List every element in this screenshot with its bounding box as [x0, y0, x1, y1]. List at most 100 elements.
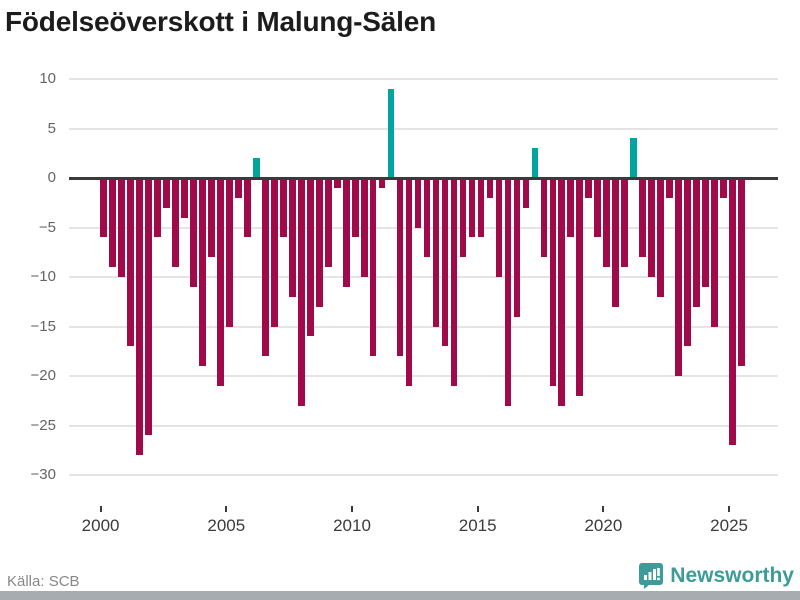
x-tick: [476, 506, 479, 512]
gridline: [69, 78, 778, 80]
bar: [504, 178, 512, 406]
bar: [225, 178, 233, 327]
bar: [450, 178, 458, 386]
bar: [648, 178, 656, 277]
bar: [117, 178, 125, 277]
bar: [558, 178, 566, 406]
bar: [135, 178, 143, 456]
bar: [387, 88, 395, 178]
bar: [324, 178, 332, 268]
bar: [288, 178, 296, 297]
bar: [729, 178, 737, 446]
bar: [315, 178, 323, 307]
y-tick-label: −25: [30, 416, 56, 434]
bar: [531, 148, 539, 178]
bar: [495, 178, 503, 277]
gridline: [69, 474, 778, 476]
bar: [198, 178, 206, 367]
y-tick-label: −5: [38, 218, 56, 236]
bar: [702, 178, 710, 287]
gridline: [69, 226, 778, 229]
x-tick: [602, 506, 605, 512]
bar: [126, 178, 134, 347]
bar: [378, 178, 386, 188]
y-tick-label: −15: [30, 317, 56, 335]
bar: [234, 178, 242, 198]
gridline: [69, 276, 778, 278]
bar: [441, 178, 449, 347]
bar: [693, 178, 701, 307]
bar: [738, 178, 746, 367]
bar: [567, 178, 575, 238]
bar: [414, 178, 422, 228]
bar: [477, 178, 485, 238]
bar: [180, 178, 188, 218]
bar: [162, 178, 170, 208]
bar: [297, 178, 305, 406]
y-tick-label: 0: [47, 169, 56, 186]
bar: [306, 178, 314, 337]
x-tick-label: 2000: [81, 516, 120, 535]
bar: [540, 178, 548, 258]
bar: [216, 178, 224, 386]
bar: [261, 178, 269, 357]
x-tick-label: 2015: [458, 516, 497, 535]
bar: [369, 178, 377, 357]
gridline: [69, 127, 778, 130]
x-tick-label: 2025: [710, 516, 749, 535]
bar: [549, 178, 557, 386]
source-caption: Källa: SCB: [7, 573, 80, 590]
newsworthy-logo-icon: [639, 563, 664, 589]
bar: [585, 178, 593, 198]
gridline: [69, 375, 778, 377]
bar: [684, 178, 692, 347]
bar: [270, 178, 278, 327]
bar: [459, 178, 467, 258]
bar: [153, 178, 161, 238]
bar: [243, 178, 251, 238]
y-tick-label: −30: [30, 466, 56, 483]
bar: [612, 178, 620, 307]
bar: [468, 178, 476, 238]
x-tick: [728, 506, 731, 512]
bar: [342, 178, 350, 287]
bar: [711, 178, 719, 327]
bar: [666, 178, 674, 198]
bar: [576, 178, 584, 396]
bar: [333, 178, 341, 188]
y-tick-label: −20: [30, 367, 56, 384]
bar: [522, 178, 530, 208]
bottom-strip: [0, 591, 800, 600]
bar: [621, 178, 629, 268]
bar: [171, 178, 179, 268]
newsworthy-wordmark: Newsworthy: [670, 564, 794, 587]
x-tick: [225, 506, 228, 512]
bar: [603, 178, 611, 268]
bar: [144, 178, 152, 436]
bar-series: [100, 72, 748, 475]
bar: [189, 178, 197, 287]
gridline: [69, 325, 778, 328]
bar: [351, 178, 359, 238]
bar: [486, 178, 494, 198]
x-tick-label: 2010: [333, 516, 371, 535]
bar: [279, 178, 287, 238]
x-tick: [99, 506, 102, 512]
bar: [360, 178, 368, 277]
bar: [639, 178, 647, 258]
bar: [252, 158, 260, 178]
page-title: Födelseöverskott i Malung-Sälen: [5, 6, 436, 37]
bar: [720, 178, 728, 198]
zero-line: [69, 176, 778, 180]
x-tick-label: 2005: [207, 516, 246, 535]
bar: [657, 178, 665, 297]
bar: [432, 178, 440, 327]
bar: [594, 178, 602, 238]
bar: [675, 178, 683, 376]
bar: [108, 178, 116, 268]
y-tick-label: 10: [39, 70, 56, 87]
bar: [513, 178, 521, 317]
y-tick-label: −10: [30, 268, 56, 285]
x-tick: [351, 506, 353, 512]
newsworthy-brand: Newsworthy: [639, 562, 794, 590]
